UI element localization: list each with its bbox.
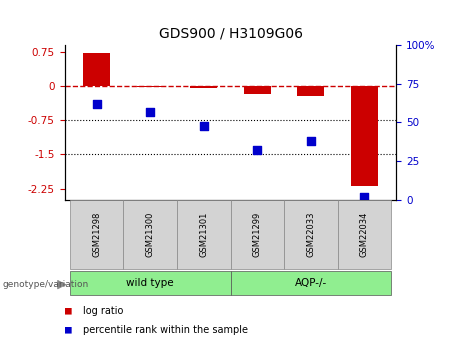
Bar <box>124 200 177 269</box>
Bar <box>297 86 324 96</box>
Bar <box>284 200 337 269</box>
Bar <box>230 271 391 295</box>
Point <box>307 138 314 144</box>
Point <box>200 123 207 128</box>
Title: GDS900 / H3109G06: GDS900 / H3109G06 <box>159 27 302 41</box>
Bar <box>177 200 230 269</box>
Text: genotype/variation: genotype/variation <box>2 280 89 289</box>
Bar <box>70 200 124 269</box>
Text: GSM21301: GSM21301 <box>199 212 208 257</box>
Text: GSM22034: GSM22034 <box>360 212 369 257</box>
Point <box>93 101 100 107</box>
Text: ■: ■ <box>65 306 71 316</box>
Bar <box>244 86 271 94</box>
Bar <box>230 200 284 269</box>
Text: wild type: wild type <box>126 278 174 288</box>
Text: GSM22033: GSM22033 <box>306 212 315 257</box>
Bar <box>337 200 391 269</box>
Text: GSM21300: GSM21300 <box>146 212 155 257</box>
Point <box>147 109 154 115</box>
Bar <box>351 86 378 186</box>
Bar <box>190 86 217 88</box>
Text: log ratio: log ratio <box>83 306 124 316</box>
Polygon shape <box>58 280 66 289</box>
Bar <box>83 53 110 86</box>
Text: GSM21298: GSM21298 <box>92 212 101 257</box>
Bar <box>137 86 164 87</box>
Point <box>361 194 368 200</box>
Bar <box>70 271 230 295</box>
Text: AQP-/-: AQP-/- <box>295 278 327 288</box>
Text: percentile rank within the sample: percentile rank within the sample <box>83 325 248 335</box>
Point <box>254 148 261 153</box>
Text: ■: ■ <box>65 325 71 335</box>
Text: GSM21299: GSM21299 <box>253 212 262 257</box>
